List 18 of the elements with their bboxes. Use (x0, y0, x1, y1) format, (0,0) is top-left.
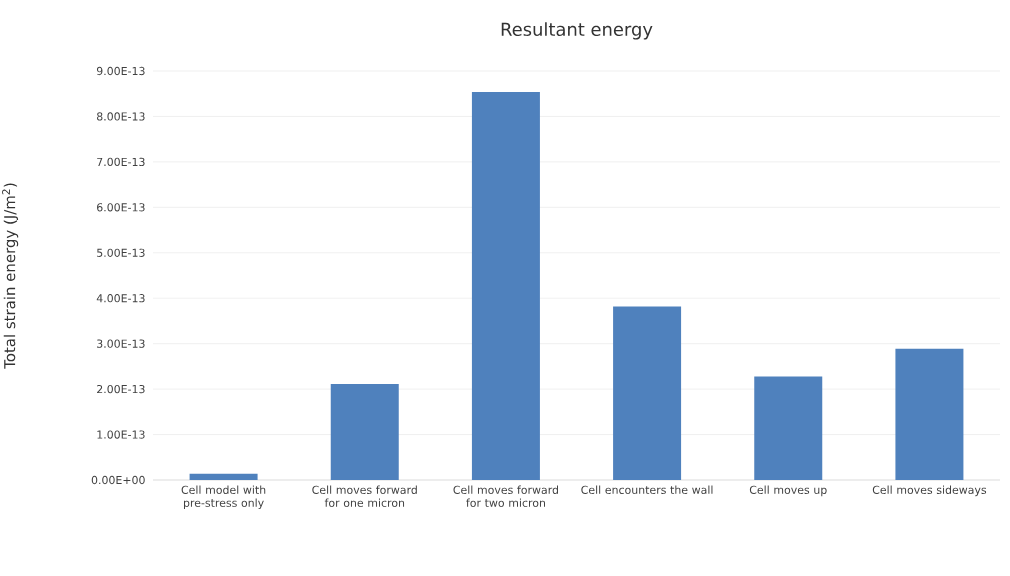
y-tick-label: 9.00E-13 (96, 66, 145, 76)
x-tick-label: Cell moves up (749, 485, 827, 497)
y-tick-label: 7.00E-13 (97, 157, 145, 167)
x-tick-label: Cell encounters the wall (581, 485, 713, 494)
chart-title: Resultant energy (501, 22, 653, 40)
y-tick-label: 8.00E-13 (97, 112, 145, 121)
y-tick-label: 3.00E-13 (97, 339, 145, 348)
y-tick-label: 2.00E-13 (97, 384, 145, 394)
x-tick-label: Cell moves forward for one micron (312, 485, 417, 507)
y-tick-label: 4.00E-13 (96, 294, 145, 303)
x-tick-label: Cell moves sideways (872, 485, 987, 497)
x-tick-label: Cell moves forward for two micron (453, 485, 558, 507)
y-tick-label: 5.00E-13 (97, 248, 145, 257)
y-tick-label: 0.00E+00 (91, 475, 145, 485)
y-tick-label: 1.00E-13 (97, 430, 145, 439)
y-axis-title: Total strain energy (J/m$^{2}$) (2, 183, 19, 369)
x-tick-label: Cell model with pre-stress only (181, 485, 266, 510)
y-tick-label: 6.00E-13 (97, 203, 145, 212)
